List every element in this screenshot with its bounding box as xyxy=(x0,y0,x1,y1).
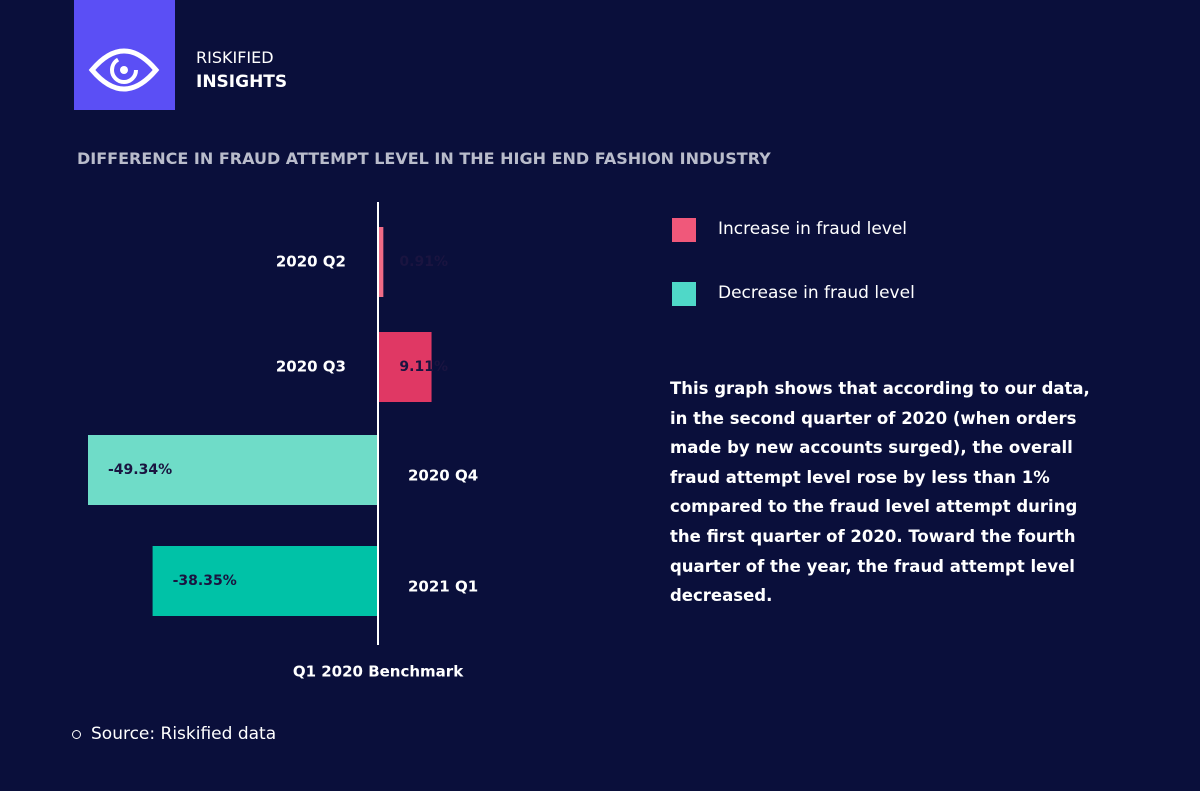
value-label: -49.34% xyxy=(108,462,172,478)
value-label: -38.35% xyxy=(173,573,237,589)
brand-title: INSIGHTS xyxy=(196,72,288,92)
bar xyxy=(378,332,432,402)
legend-label: Decrease in fraud level xyxy=(718,283,915,303)
category-label: 2020 Q3 xyxy=(276,358,346,376)
bar xyxy=(88,435,378,505)
legend-swatch xyxy=(672,282,696,306)
source-text: Source: Riskified data xyxy=(91,724,277,744)
x-axis-label: Q1 2020 Benchmark xyxy=(293,663,464,681)
category-label: 2020 Q4 xyxy=(408,467,478,485)
eye-icon xyxy=(88,48,160,92)
chart-title: DIFFERENCE IN FRAUD ATTEMPT LEVEL IN THE… xyxy=(77,149,771,168)
bar xyxy=(152,546,378,616)
legend-swatch xyxy=(672,218,696,242)
description: This graph shows that according to our d… xyxy=(670,379,1090,606)
source: Source: Riskified data xyxy=(72,724,276,744)
value-label: 9.11% xyxy=(399,359,448,375)
category-label: 2021 Q1 xyxy=(408,578,478,596)
category-label: 2020 Q2 xyxy=(276,253,346,271)
value-label: 0.91% xyxy=(399,254,448,270)
legend-label: Increase in fraud level xyxy=(718,219,907,239)
logo-box xyxy=(74,0,175,110)
bar xyxy=(378,227,384,297)
brand: RISKIFIED xyxy=(196,48,274,67)
